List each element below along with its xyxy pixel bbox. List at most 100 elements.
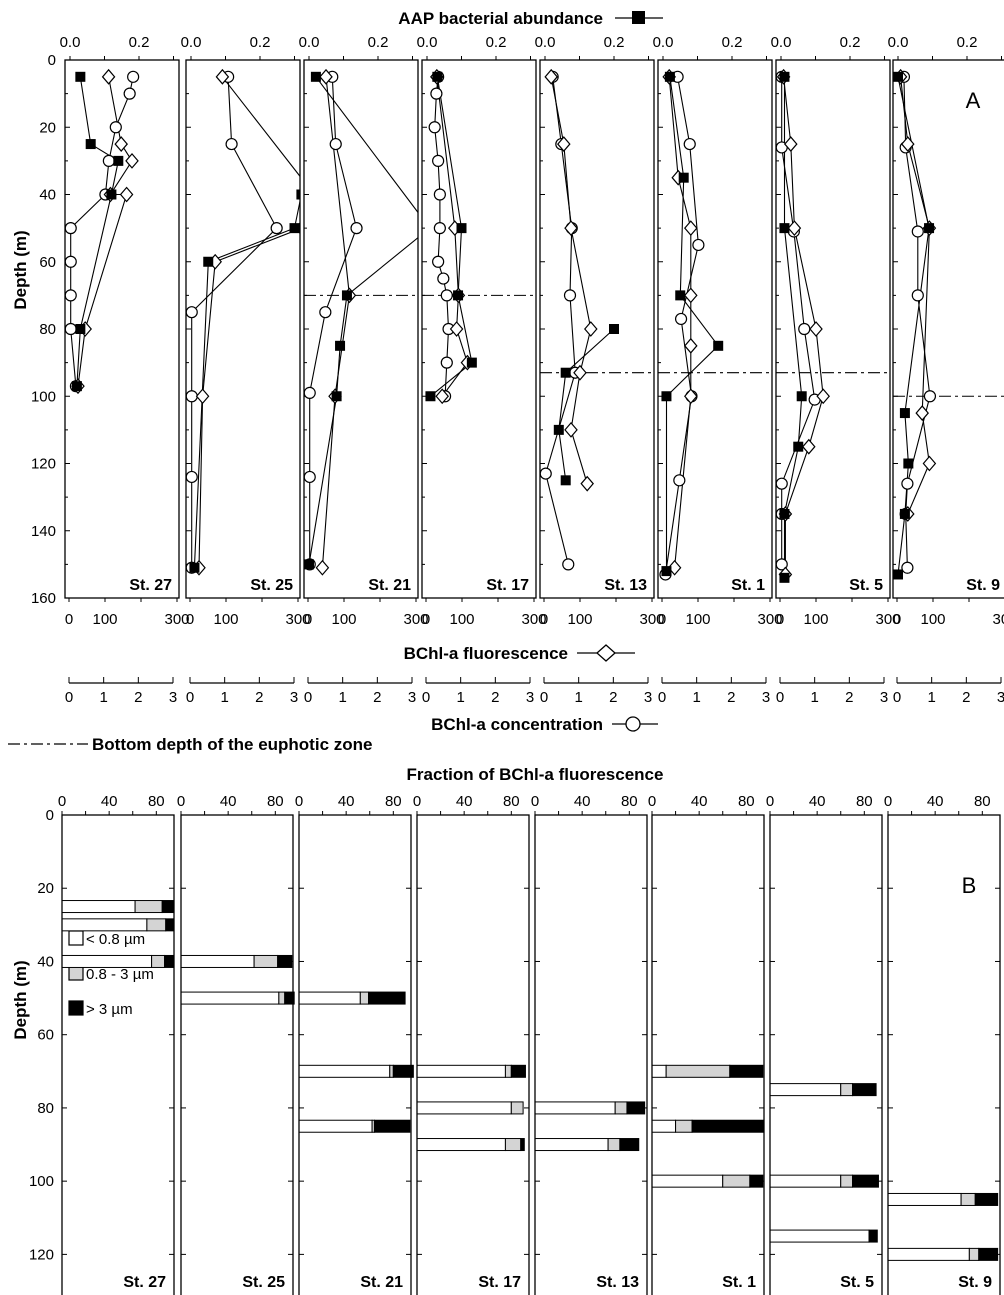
fluor-tick-label: 300 [992, 611, 1004, 628]
station-label: St. 5 [849, 577, 883, 594]
depth-tick-label: 80 [39, 321, 56, 338]
aap-point [924, 223, 935, 234]
conc-point [109, 121, 122, 134]
station-st-5-fraction: 0 40 80 St. 5 [766, 793, 883, 1295]
aap-line [558, 328, 615, 481]
depth-tick-label: 20 [37, 880, 54, 897]
aap-point [678, 172, 689, 183]
conc-point [440, 356, 453, 369]
panel-b-label: B [962, 873, 977, 898]
bar-small-fraction [651, 1119, 677, 1133]
x-tick-label: 40 [574, 793, 591, 810]
panel-b: 0 40 80 0 20 40 60 80 100 120 St. 27 0 40 80 St. 25 0 40… [29, 793, 1001, 1295]
station-data [186, 68, 300, 576]
bar-large-fraction [852, 1174, 879, 1188]
aap-point [899, 508, 910, 519]
bar-medium-fraction [607, 1138, 621, 1152]
bar-large-fraction [373, 1119, 411, 1133]
aap-point [289, 223, 300, 234]
aap-point [466, 357, 477, 368]
conc-tick-label: 1 [574, 689, 582, 706]
x-tick-label: 80 [974, 793, 991, 810]
fluor-point [922, 455, 937, 472]
conc-tick-label: 0 [186, 689, 194, 706]
station-st-25-fraction: 0 40 80 St. 25 [177, 793, 295, 1295]
station-st-17-fraction: 0 40 80 St. 17 [413, 793, 530, 1295]
bar-medium-fraction [504, 1138, 522, 1152]
aap-tick-label: 0.0 [653, 34, 674, 51]
bar-large-fraction [974, 1192, 999, 1206]
x-tick-label: 40 [809, 793, 826, 810]
bar-medium-fraction [968, 1247, 980, 1261]
x-tick-label: 0 [648, 793, 656, 810]
conc-axis-title: BChl-a concentration [431, 715, 603, 734]
fluor-point [564, 421, 578, 438]
conc-tick-label: 1 [99, 689, 107, 706]
conc-point [540, 467, 552, 480]
aap-tick-label: 0.0 [771, 34, 792, 51]
conc-point [562, 558, 575, 571]
aap-tick-label: 0.2 [250, 34, 271, 51]
fluor-point [564, 220, 578, 237]
aap-point [661, 566, 672, 577]
conc-tick-label: 2 [491, 689, 499, 706]
aap-line [897, 76, 930, 575]
fluor-tick-label: 0 [65, 611, 73, 628]
aap-tick-label: 0.0 [888, 34, 909, 51]
bar-small-fraction [180, 954, 255, 968]
conc-tick-label: 0 [422, 689, 430, 706]
aap-point [453, 290, 464, 301]
depth-tick-label: 80 [37, 1100, 54, 1117]
conc-tick-label: 2 [609, 689, 617, 706]
conc-tick-label: 3 [762, 689, 770, 706]
conc-tick-label: 2 [727, 689, 735, 706]
aap-line [193, 198, 300, 568]
fluor-point [684, 337, 698, 354]
fluor-tick-label: 100 [803, 611, 828, 628]
bar-medium-fraction [960, 1192, 976, 1206]
fluor-tick-label: 0 [186, 611, 194, 628]
aap-tick-label: 0.0 [60, 34, 81, 51]
x-tick-label: 40 [456, 793, 473, 810]
aap-point [296, 189, 300, 200]
aap-point [203, 256, 214, 267]
plot-frame [416, 814, 530, 1295]
conc-point [923, 390, 937, 403]
plot-frame [657, 59, 773, 599]
station-data [422, 68, 536, 405]
station-label: St. 9 [958, 1274, 992, 1291]
plot-frame [298, 814, 412, 1295]
plot-frame [61, 814, 175, 1295]
fluor-tick-label: 0 [658, 611, 666, 628]
aap-point [560, 367, 571, 378]
conc-point [270, 222, 283, 235]
conc-tick-label: 0 [893, 689, 901, 706]
station-label: St. 17 [478, 1274, 521, 1291]
aap-tick-label: 0.0 [299, 34, 320, 51]
aap-point [796, 391, 807, 402]
aap-point [779, 71, 790, 82]
aap-point [304, 559, 314, 570]
aap-tick-label: 0.2 [604, 34, 625, 51]
station-label: St. 1 [731, 577, 765, 594]
station-data [540, 68, 654, 571]
station-label: St. 17 [486, 577, 529, 594]
fluor-point [557, 136, 571, 152]
plot-frame [185, 59, 301, 599]
aap-point [106, 189, 117, 200]
bar-medium-fraction [389, 1064, 394, 1078]
station-label: St. 25 [242, 1274, 285, 1291]
aap-point [675, 290, 686, 301]
plot-frame [539, 59, 655, 599]
depth-tick-label: 60 [37, 1027, 54, 1044]
conc-point [673, 474, 686, 487]
conc-tick-label: 2 [255, 689, 263, 706]
fluor-tick-label: 300 [403, 611, 428, 628]
conc-point [433, 222, 446, 235]
conc-tick-label: 0 [65, 689, 73, 706]
conc-point [329, 137, 342, 151]
aap-point [71, 381, 82, 392]
aap-tick-label: 0.2 [486, 34, 507, 51]
